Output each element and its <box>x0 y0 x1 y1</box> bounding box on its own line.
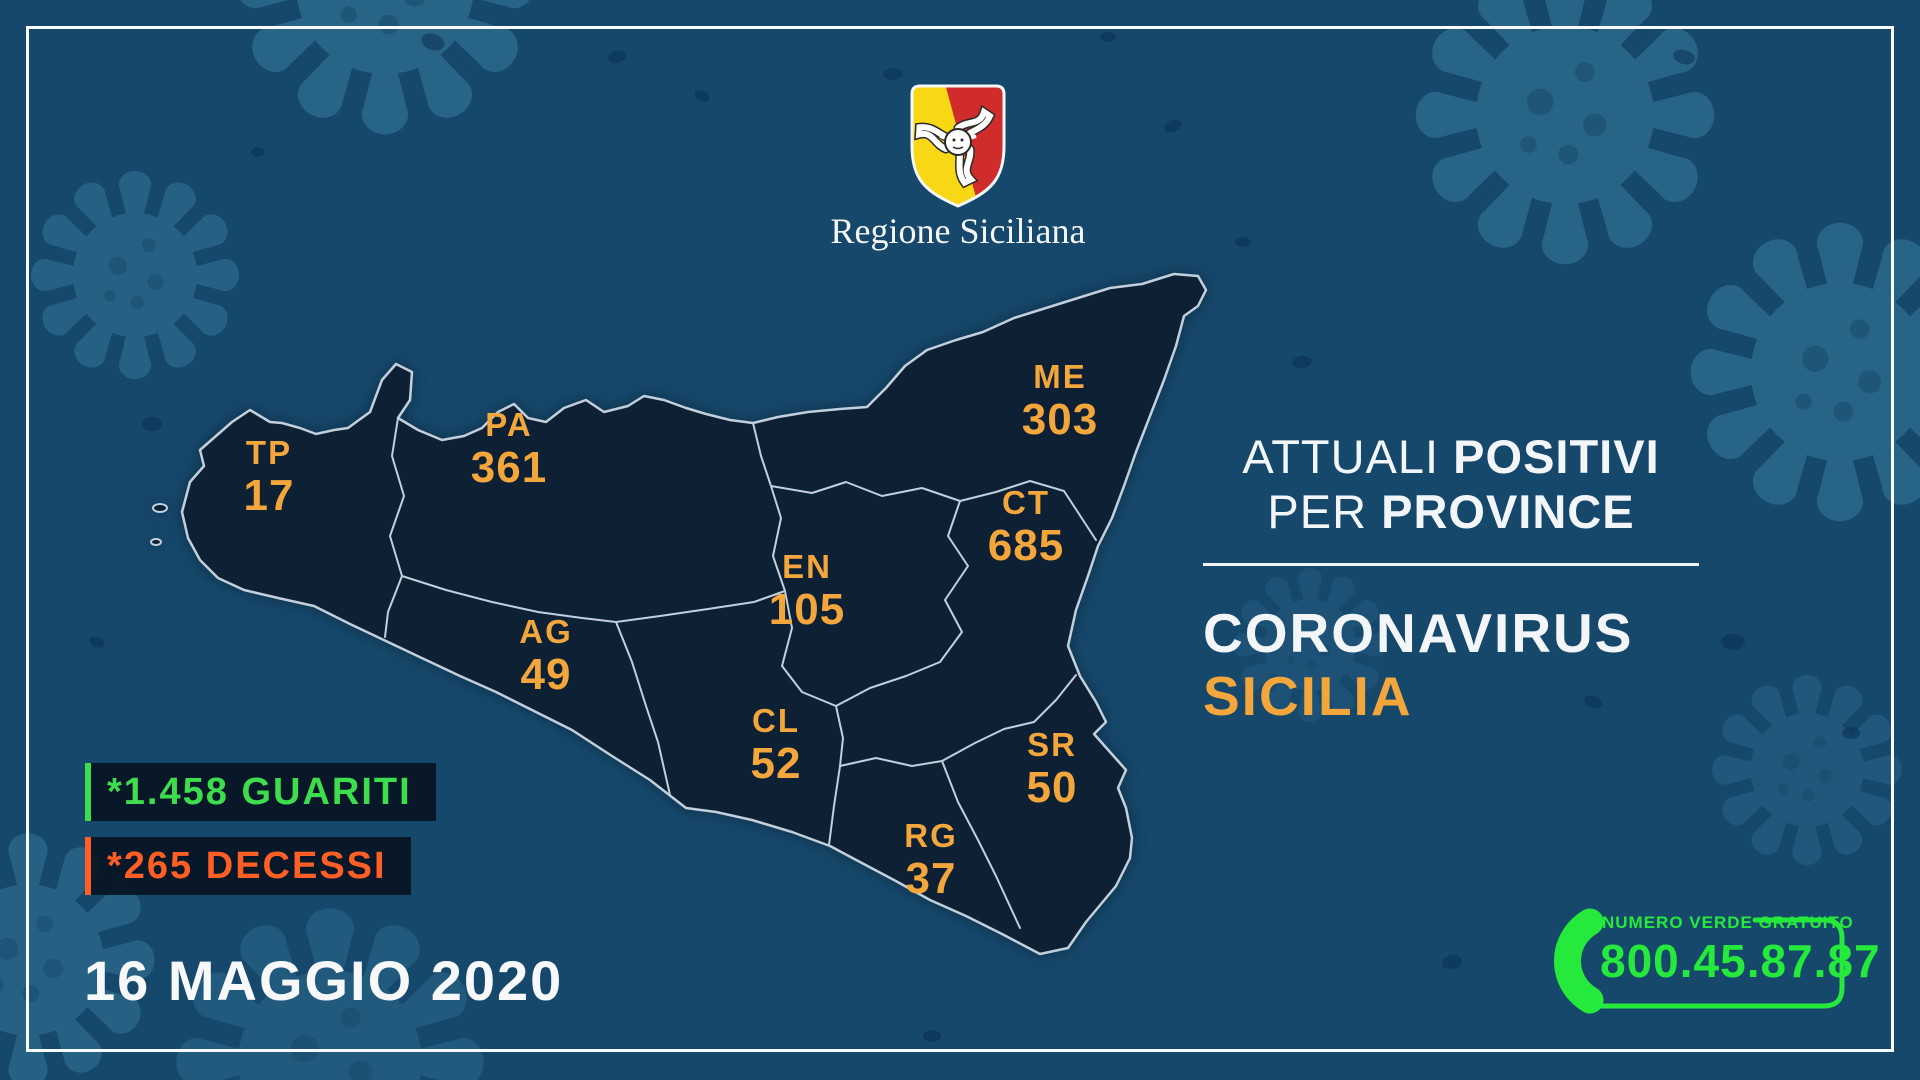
province-label-me: ME 303 <box>1021 358 1099 444</box>
small-island <box>152 503 168 513</box>
sicily-map <box>150 272 1208 956</box>
province-code: CL <box>751 702 800 740</box>
panel-title: ATTUALI POSITIVI PER PROVINCE <box>1203 430 1699 539</box>
province-code: RG <box>904 817 958 855</box>
province-value: 17 <box>243 470 295 520</box>
hotline-badge <box>1554 908 1845 1014</box>
hotline-number: 800.45.87.87 <box>1600 935 1881 987</box>
province-code: TP <box>245 434 293 472</box>
province-label-ag: AG 49 <box>519 613 573 699</box>
date-text: 16 MAGGIO 2020 <box>84 949 564 1012</box>
recovered-stat-badge: *1.458 GUARITI <box>85 763 436 821</box>
province-value: 52 <box>750 738 802 788</box>
subtitle-sicilia: SICILIA <box>1203 664 1413 727</box>
small-island <box>150 538 162 546</box>
panel-subtitle: CORONAVIRUS SICILIA <box>1203 602 1699 727</box>
phone-handset-icon <box>1554 908 1604 1014</box>
province-label-en: EN 105 <box>768 548 846 634</box>
panel-title-line1: ATTUALI POSITIVI <box>1242 430 1660 483</box>
province-label-rg: RG 37 <box>904 817 958 903</box>
province-value: 303 <box>1021 394 1099 444</box>
logo-title: Regione Siciliana <box>830 211 1086 251</box>
province-label-ct: CT 685 <box>987 484 1065 570</box>
province-value: 105 <box>768 584 846 634</box>
province-label-tp: TP 17 <box>243 434 295 520</box>
province-code: CT <box>1001 484 1050 522</box>
hotline-label: NUMERO VERDE GRATUITO <box>1602 913 1854 932</box>
province-value: 685 <box>987 520 1065 570</box>
province-value: 37 <box>905 853 957 903</box>
deaths-stat-text: *265 DECESSI <box>107 844 387 887</box>
subtitle-coronavirus: CORONAVIRUS <box>1203 602 1634 665</box>
deaths-stat-badge: *265 DECESSI <box>85 837 411 895</box>
province-value: 361 <box>470 442 548 492</box>
province-value: 50 <box>1026 762 1078 812</box>
right-panel: ATTUALI POSITIVI PER PROVINCE CORONAVIRU… <box>1203 430 1699 727</box>
hotline-border-bracket <box>1591 917 1845 1009</box>
regione-siciliana-coat-of-arms <box>910 84 1006 208</box>
panel-divider <box>1203 563 1699 567</box>
province-code: SR <box>1027 726 1077 764</box>
province-code: ME <box>1033 358 1087 396</box>
recovered-stat-text: *1.458 GUARITI <box>107 770 412 813</box>
dark-speckles <box>89 32 1860 1042</box>
province-code: AG <box>519 613 573 651</box>
province-borders <box>384 417 1097 929</box>
province-label-pa: PA 361 <box>470 406 548 492</box>
province-label-cl: CL 52 <box>750 702 802 788</box>
province-code: PA <box>485 406 533 444</box>
panel-title-line2: PER PROVINCE <box>1267 484 1635 538</box>
province-code: EN <box>782 548 832 586</box>
trinacria-symbol <box>914 104 996 189</box>
province-label-sr: SR 50 <box>1026 726 1078 812</box>
province-value: 49 <box>520 649 572 699</box>
